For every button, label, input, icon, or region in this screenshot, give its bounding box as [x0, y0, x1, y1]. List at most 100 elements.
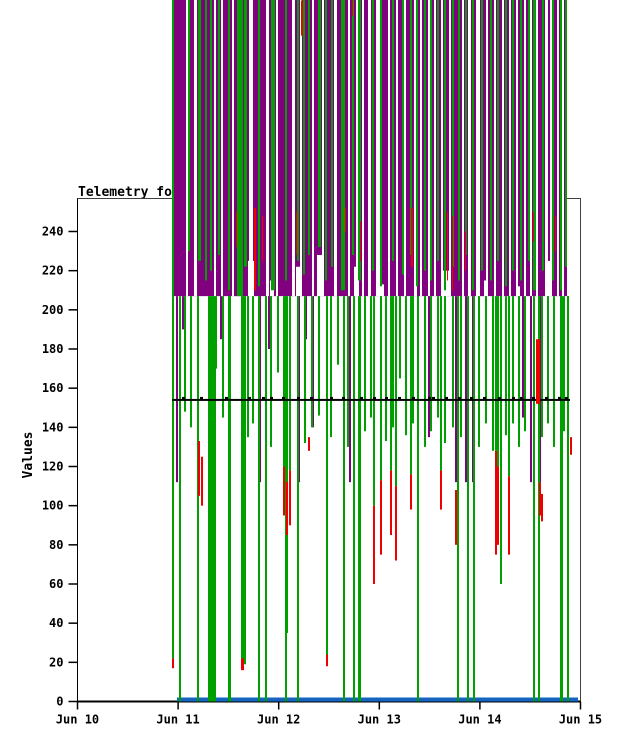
band-gap: [214, 0, 216, 297]
band-green-stripe: [565, 0, 567, 267]
y-tick-label: 180: [42, 342, 64, 356]
band-green-stripe: [497, 0, 499, 261]
green-spike-to-zero: [467, 296, 469, 702]
purple-spike: [176, 296, 178, 483]
red-segment: [508, 476, 510, 555]
band-green-stripe: [210, 0, 212, 271]
band-notch: [296, 266, 302, 297]
band-gap: [266, 0, 269, 297]
band-red-segment: [555, 215, 556, 252]
band-gap: [232, 0, 234, 297]
band-notch: [248, 260, 254, 297]
band-gap: [468, 0, 471, 297]
band-green-stripe: [542, 0, 544, 271]
x-tick-label: Jun 10: [56, 713, 99, 727]
purple-spike: [522, 296, 524, 418]
band-gap: [356, 0, 358, 297]
average-line-blip: [248, 396, 251, 400]
green-spike: [508, 296, 510, 477]
green-spike: [497, 296, 499, 467]
band-red-segment: [262, 215, 263, 261]
x-tick-label: Jun 13: [358, 713, 401, 727]
y-tick-label: 200: [42, 303, 64, 317]
red-segment: [198, 441, 200, 496]
green-spike: [405, 296, 407, 436]
average-line-blip: [532, 396, 535, 400]
red-segment: [440, 470, 442, 510]
band-red-segment: [447, 211, 448, 281]
band-green-stripe: [416, 0, 418, 287]
green-spike: [222, 296, 224, 418]
green-spike-to-zero: [567, 296, 569, 702]
y-tick-label: 60: [49, 577, 63, 591]
red-segment: [308, 437, 310, 451]
band-notch: [484, 280, 488, 297]
red-segment: [497, 466, 499, 545]
green-spike: [318, 296, 320, 416]
average-line-blip: [182, 396, 185, 400]
band-gap: [536, 0, 538, 297]
band-gap: [449, 0, 451, 297]
band-notch: [317, 255, 323, 297]
green-spike-to-zero: [258, 296, 260, 702]
band-red-segment: [465, 231, 466, 271]
band-gap: [404, 0, 406, 297]
y-tick-label: 240: [42, 225, 64, 239]
average-line-blip: [412, 396, 415, 400]
band-green-stripe: [244, 0, 247, 267]
green-spike: [326, 296, 328, 655]
red-segment: [395, 486, 397, 561]
x-tick-label: Jun 12: [257, 713, 300, 727]
y-tick-label: 20: [49, 655, 63, 669]
band-green-stripe: [520, 0, 522, 281]
average-line-blip: [360, 396, 363, 400]
band-green-stripe: [392, 0, 394, 261]
green-spike: [440, 296, 442, 471]
band-green-stripe: [341, 0, 345, 291]
red-segment: [283, 466, 285, 516]
green-spike: [547, 296, 549, 424]
green-spike: [252, 296, 254, 424]
green-spike: [460, 296, 462, 438]
band-gap: [562, 0, 564, 297]
average-line-blip: [470, 396, 473, 400]
red-segment: [390, 470, 392, 536]
green-spike: [563, 296, 565, 432]
purple-spike: [220, 296, 222, 340]
green-spike: [495, 296, 497, 451]
band-green-stripe: [458, 0, 460, 281]
band-gap: [249, 0, 253, 297]
band-gap: [388, 0, 390, 297]
green-spike: [553, 296, 555, 447]
band-gap: [494, 0, 496, 297]
green-spike: [430, 296, 432, 432]
green-spike: [289, 296, 291, 471]
green-spike: [370, 296, 372, 418]
red-segment: [201, 456, 203, 506]
green-spike-to-zero: [208, 296, 216, 702]
band-gap: [322, 0, 324, 297]
green-spike: [241, 296, 246, 665]
band-gap: [428, 0, 430, 297]
band-green-stripe: [424, 0, 426, 271]
green-spike-to-zero: [297, 296, 299, 702]
red-segment: [541, 493, 543, 522]
y-axis-label: Values: [21, 432, 36, 479]
band-green-stripe: [352, 0, 354, 255]
y-tick-label: 0: [56, 695, 63, 709]
green-spike-to-zero: [228, 296, 231, 702]
green-spike-to-zero: [197, 296, 199, 702]
red-segment: [539, 482, 541, 516]
green-spike: [330, 296, 332, 438]
average-line-blip: [282, 396, 285, 400]
band-green-stripe: [481, 0, 483, 271]
band-green-stripe: [505, 0, 507, 287]
average-line-blip: [262, 396, 265, 400]
red-segment: [380, 480, 382, 555]
band-green-stripe: [452, 0, 454, 267]
band-green-stripe: [380, 0, 382, 287]
green-spike: [304, 296, 306, 443]
band-red-segment: [452, 215, 453, 291]
average-line-blip: [385, 396, 388, 400]
